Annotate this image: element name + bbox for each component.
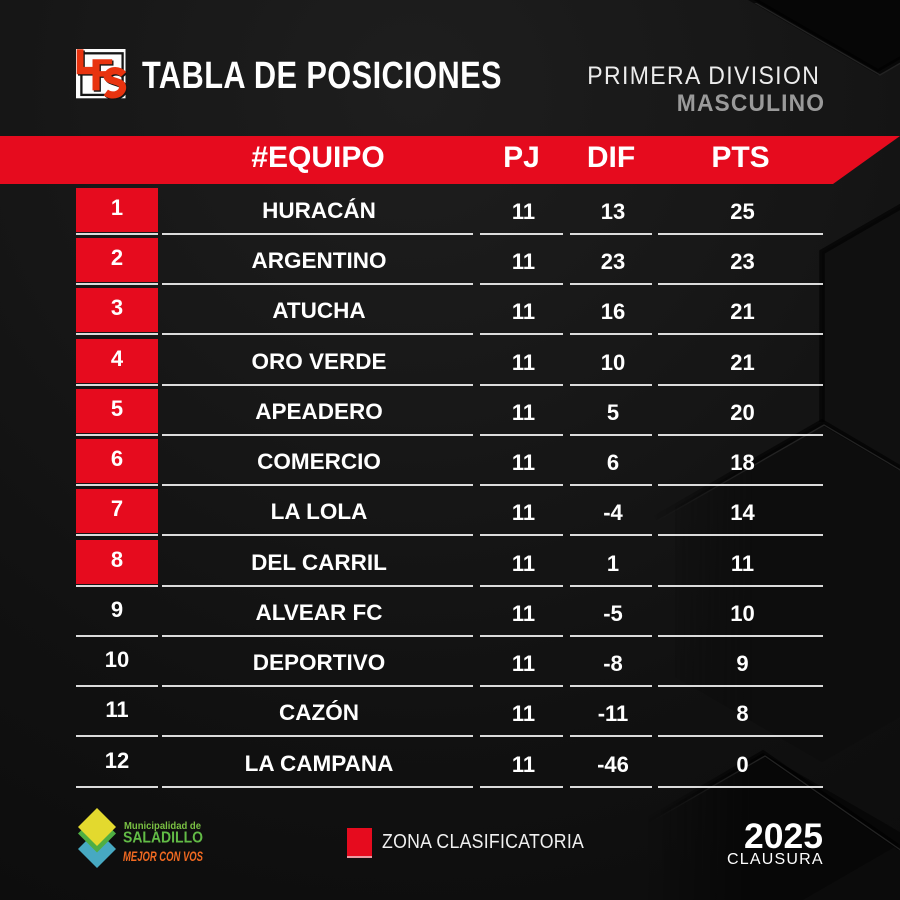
svg-text:MEJOR CON VOS: MEJOR CON VOS xyxy=(123,849,203,864)
svg-text:SALADILLO: SALADILLO xyxy=(123,830,203,847)
svg-text:Municipalidad de: Municipalidad de xyxy=(124,820,201,832)
